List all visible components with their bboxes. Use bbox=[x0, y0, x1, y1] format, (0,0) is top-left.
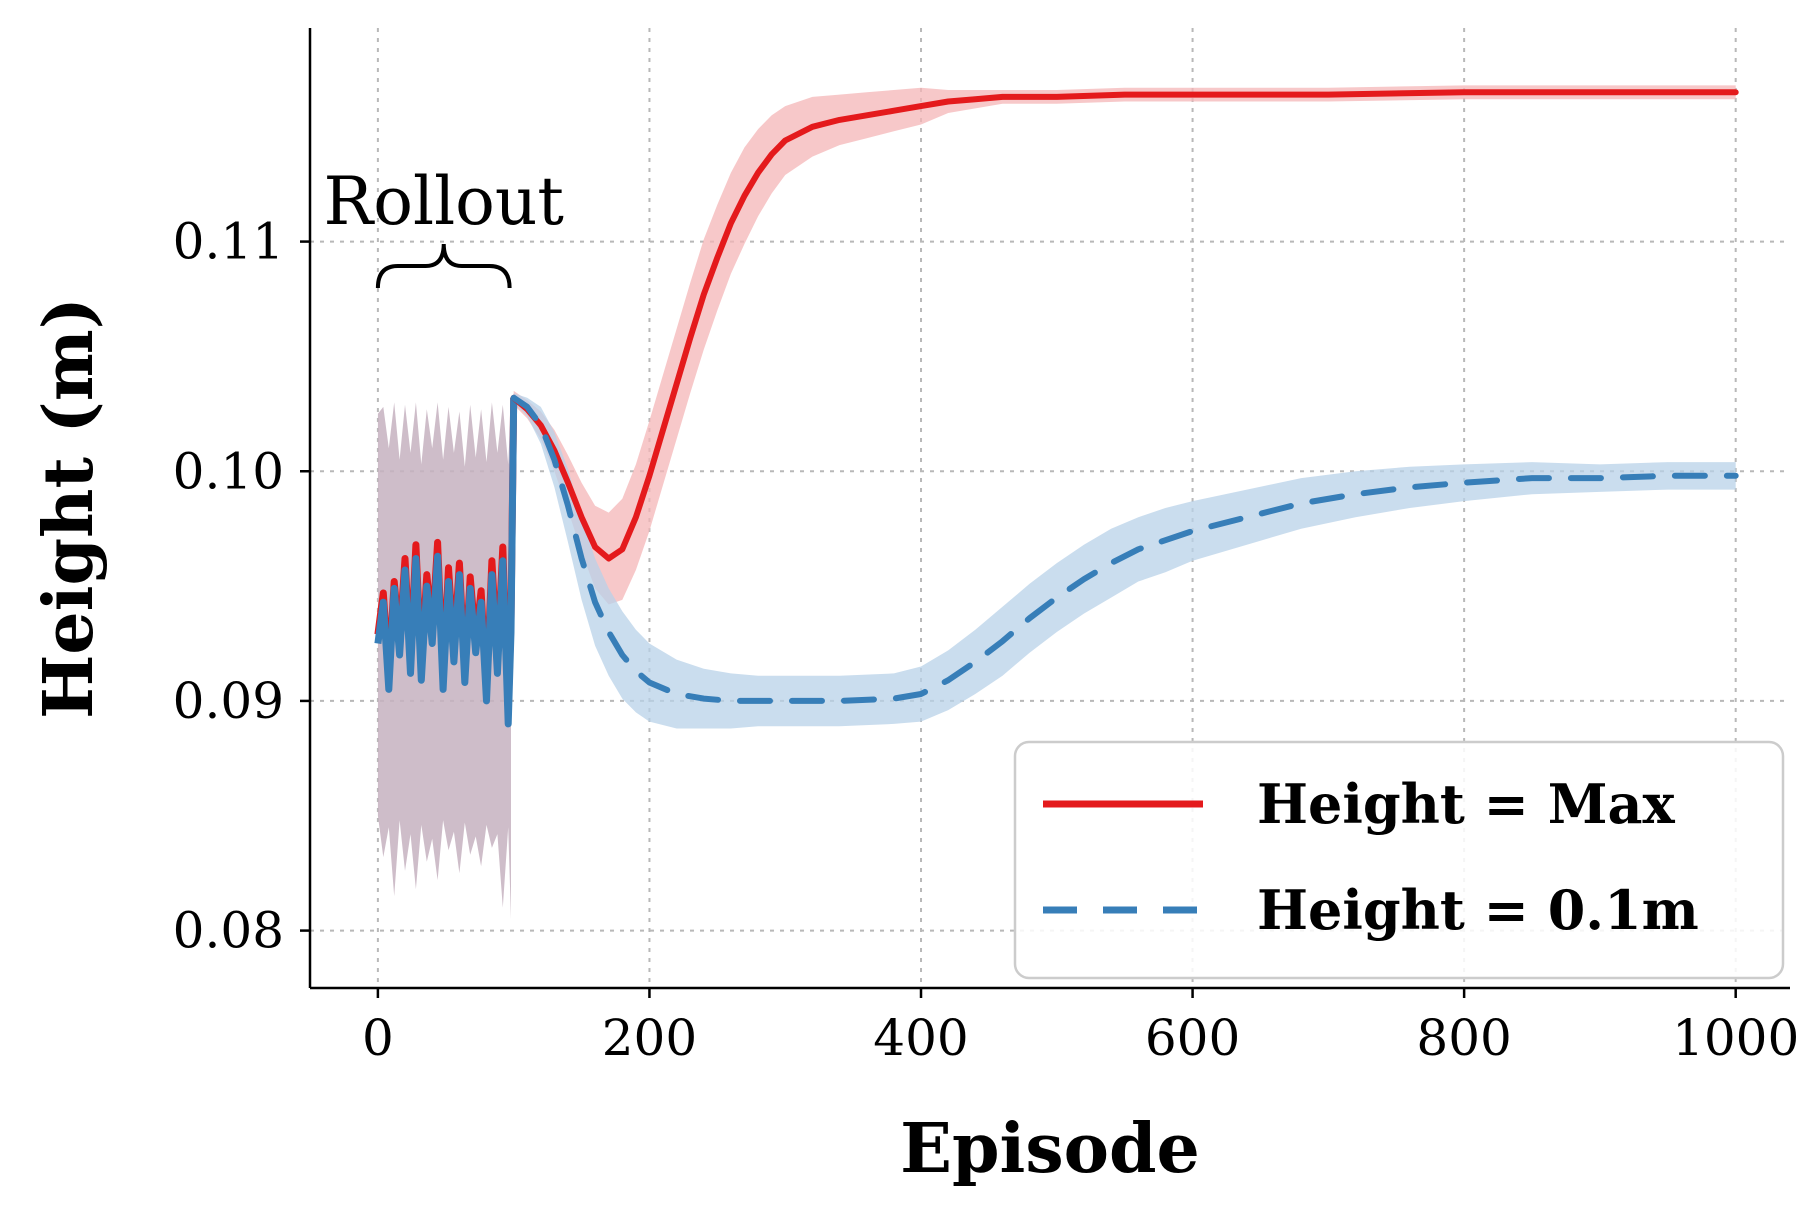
rollout-annotation: Rollout bbox=[324, 163, 564, 289]
line-series-1 bbox=[510, 394, 1739, 704]
rollout-label: Rollout bbox=[324, 163, 564, 240]
x-tick-label-5: 1000 bbox=[1672, 1009, 1799, 1067]
x-tick-label-0: 0 bbox=[362, 1009, 394, 1067]
band-series-1 bbox=[513, 393, 1736, 729]
x-tick-label-2: 400 bbox=[873, 1009, 968, 1067]
x-tick-label-4: 800 bbox=[1416, 1009, 1511, 1067]
y-tick-label-2: 0.10 bbox=[173, 442, 284, 500]
x-tick-label-3: 600 bbox=[1145, 1009, 1240, 1067]
y-tick-label-0: 0.08 bbox=[173, 902, 284, 960]
axes: 0 200 400 600 800 1000 0.08 0.09 0.10 0.11 bbox=[173, 28, 1799, 1067]
y-tick-label-1: 0.09 bbox=[173, 672, 284, 730]
legend: Height = Max Height = 0.1m bbox=[1013, 740, 1785, 980]
x-axis-title: Episode bbox=[900, 1109, 1200, 1189]
legend-box bbox=[1013, 740, 1785, 980]
line-series-0 bbox=[510, 89, 1739, 562]
y-tick-label-3: 0.11 bbox=[173, 213, 284, 271]
band-series-0 bbox=[513, 85, 1736, 605]
rollout-line-01m bbox=[374, 397, 518, 728]
rollout-brace bbox=[375, 243, 512, 289]
series-lines bbox=[374, 89, 1739, 728]
legend-label-max: Height = Max bbox=[1257, 772, 1675, 836]
legend-label-01m: Height = 0.1m bbox=[1257, 878, 1699, 942]
y-axis-title: Height (m) bbox=[29, 297, 109, 719]
x-tick-label-1: 200 bbox=[602, 1009, 697, 1067]
